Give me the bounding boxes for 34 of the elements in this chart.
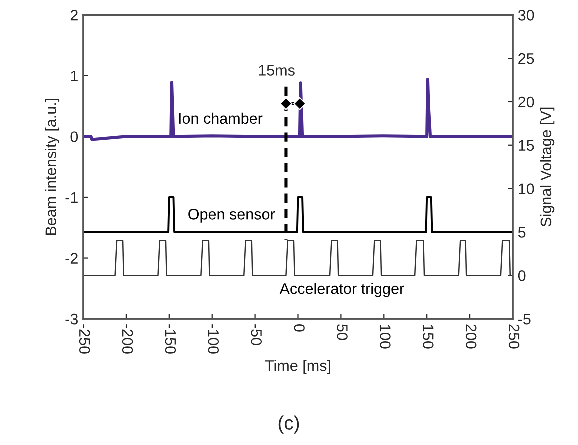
text: (c) — [278, 416, 300, 434]
y2-tick-label: 0 — [518, 270, 526, 282]
y2-tick-label: 15 — [519, 140, 534, 152]
x-tick-label: 150 — [422, 325, 434, 349]
y2-tick-label: 10 — [519, 184, 534, 194]
y2-tick-label: 5 — [518, 227, 526, 238]
x-tick-label: 250 — [508, 324, 520, 349]
line-series — [84, 78, 513, 142]
y-tick-label: -3 — [66, 314, 78, 325]
x-axis-title: Time [ms] — [265, 360, 330, 374]
y-axis-title: Beam intensity [a.u.] — [45, 98, 60, 236]
series-label: Open sensor — [188, 209, 276, 223]
y-tick-label: -2 — [66, 253, 78, 264]
y-tick-label: 0 — [70, 132, 78, 142]
x-tick-label: -100 — [208, 324, 220, 354]
x-tick-label: -200 — [122, 324, 134, 354]
x-tick-label: 200 — [466, 324, 477, 349]
y-tick-label: 1 — [71, 70, 78, 82]
x-tick-label: -50 — [251, 324, 262, 346]
y2-tick-label: 30 — [518, 10, 534, 21]
y2-axis-title: Signal Voltage [V] — [540, 108, 555, 227]
x-tick-label: -150 — [165, 324, 176, 354]
y-tick-label: 2 — [70, 10, 78, 21]
x-tick-label: 100 — [380, 325, 391, 349]
x-tick-label: 0 — [294, 324, 305, 332]
series-label: Ion chamber — [179, 112, 263, 124]
series-label: Accelerator trigger — [280, 283, 404, 298]
annotation: 15ms — [259, 65, 295, 76]
y2-tick-label: 25 — [518, 53, 534, 64]
x-tick-label: 50 — [337, 324, 348, 340]
y-tick-label: -1 — [66, 192, 78, 204]
y2-tick-label: 20 — [518, 96, 534, 108]
x-tick-label: -250 — [79, 324, 90, 354]
y2-tick-label: -5 — [518, 314, 531, 325]
